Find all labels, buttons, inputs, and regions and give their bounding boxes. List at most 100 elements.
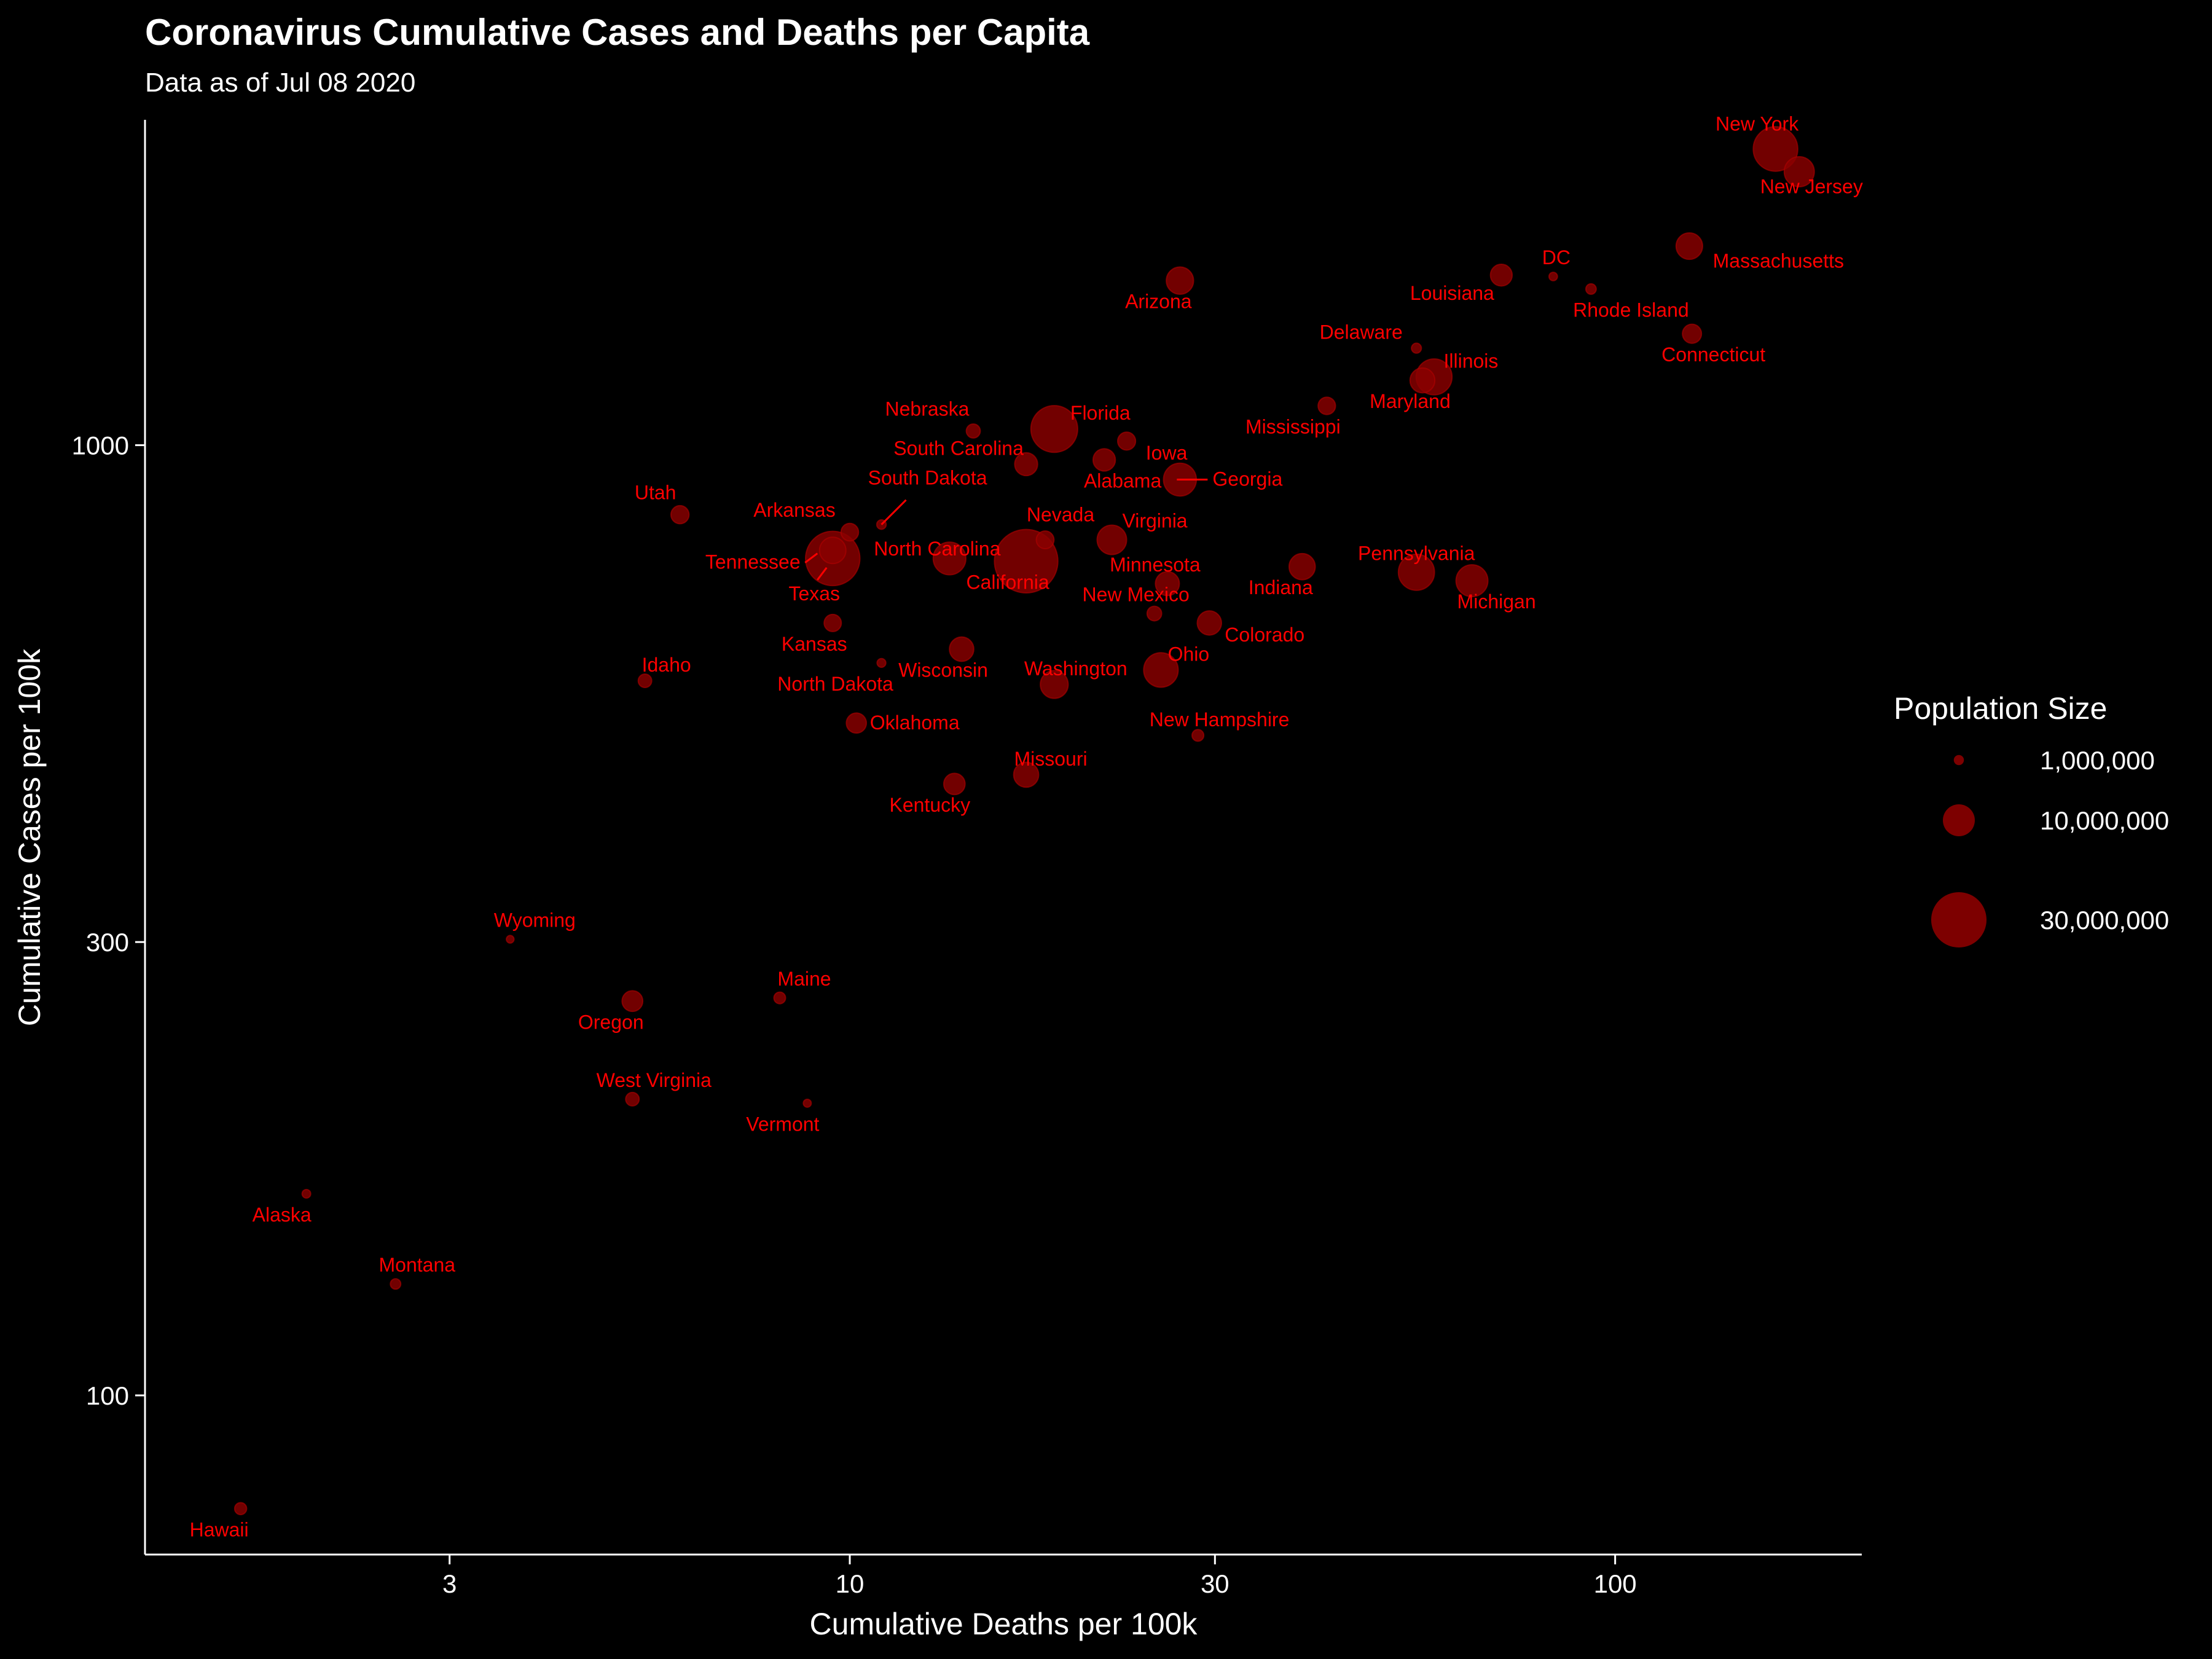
point-west-virginia	[625, 1091, 640, 1107]
point-arizona	[1166, 266, 1194, 295]
label-kentucky: Kentucky	[889, 794, 970, 816]
label-oregon: Oregon	[578, 1011, 644, 1033]
label-tennessee: Tennessee	[705, 551, 801, 573]
label-dc: DC	[1542, 246, 1571, 269]
label-virginia: Virginia	[1122, 510, 1187, 532]
label-california: California	[966, 571, 1049, 593]
legend-symbol	[1931, 892, 1987, 948]
label-texas: Texas	[788, 582, 840, 605]
legend-label: 1,000,000	[2040, 746, 2155, 775]
label-ohio: Ohio	[1168, 643, 1210, 665]
label-new-hampshire: New Hampshire	[1150, 708, 1290, 731]
point-north-dakota	[876, 657, 887, 669]
point-maryland	[1409, 367, 1436, 394]
point-minnesota	[1155, 571, 1180, 597]
point-vermont	[802, 1098, 812, 1108]
label-alaska: Alaska	[253, 1204, 312, 1226]
point-pennsylvania	[1397, 553, 1435, 591]
data-labels: New York New Jersey Massachusetts DC Louisia…	[190, 112, 1863, 1540]
label-nevada: Nevada	[1027, 504, 1095, 526]
label-rhode-island: Rhode Island	[1573, 299, 1689, 321]
label-missouri: Missouri	[1014, 748, 1087, 770]
label-leader-line	[804, 552, 818, 563]
label-indiana: Indiana	[1249, 576, 1313, 598]
point-kansas	[823, 613, 842, 632]
label-florida: Florida	[1070, 402, 1131, 424]
legend-label: 30,000,000	[2040, 906, 2169, 935]
point-missouri	[1013, 761, 1040, 788]
point-connecticut	[1682, 323, 1703, 344]
point-alaska	[301, 1188, 312, 1199]
x-axis-title: Cumulative Deaths per 100k	[810, 1607, 1198, 1641]
point-montana	[390, 1278, 402, 1290]
point-alabama	[1092, 448, 1116, 472]
point-maine	[773, 991, 786, 1005]
point-washington	[1040, 670, 1069, 699]
label-colorado: Colorado	[1225, 624, 1304, 646]
label-louisiana: Louisiana	[1410, 282, 1494, 304]
point-colorado	[1196, 610, 1222, 636]
label-north-dakota: North Dakota	[777, 673, 893, 695]
point-kentucky	[943, 772, 966, 796]
label-hawaii: Hawaii	[190, 1518, 249, 1540]
label-oklahoma: Oklahoma	[870, 712, 960, 734]
point-michigan	[1455, 564, 1489, 598]
label-iowa: Iowa	[1146, 442, 1188, 464]
y-tick-label: 300	[86, 928, 129, 957]
label-leader-line	[817, 567, 828, 581]
label-massachusetts: Massachusetts	[1713, 250, 1844, 272]
label-delaware: Delaware	[1320, 321, 1403, 343]
label-georgia: Georgia	[1212, 468, 1282, 490]
point-new-york	[1752, 126, 1798, 172]
x-tick-label: 100	[1594, 1569, 1637, 1598]
x-tick-label: 3	[442, 1569, 457, 1598]
label-connecticut: Connecticut	[1661, 343, 1765, 366]
point-dc	[1548, 272, 1558, 281]
point-wyoming	[506, 935, 515, 944]
point-iowa	[1116, 431, 1137, 451]
point-hawaii	[233, 1502, 248, 1516]
point-nevada	[1035, 530, 1055, 550]
point-delaware	[1411, 342, 1422, 354]
point-indiana	[1288, 552, 1316, 581]
axes	[144, 120, 1862, 1556]
data-points	[233, 126, 1815, 1516]
point-florida	[1030, 405, 1078, 453]
point-virginia	[1096, 524, 1128, 555]
label-washington: Washington	[1024, 657, 1128, 680]
chart-subtitle: Data as of Jul 08 2020	[145, 68, 416, 98]
point-rhode-island	[1585, 283, 1597, 295]
label-new-york: New York	[1716, 112, 1799, 135]
label-south-carolina: South Carolina	[893, 437, 1024, 459]
legend-label: 10,000,000	[2040, 806, 2169, 835]
point-mississippi	[1317, 396, 1336, 415]
label-mississippi: Mississippi	[1245, 416, 1341, 438]
chart-title: Coronavirus Cumulative Cases and Deaths …	[145, 12, 1090, 53]
label-kansas: Kansas	[782, 633, 847, 655]
label-minnesota: Minnesota	[1110, 554, 1201, 576]
label-new-mexico: New Mexico	[1083, 584, 1190, 606]
label-new-jersey: New Jersey	[1760, 175, 1863, 197]
label-utah: Utah	[635, 482, 677, 504]
point-south-carolina	[1014, 452, 1038, 477]
label-leaders	[804, 479, 1208, 581]
label-arizona: Arizona	[1125, 291, 1192, 313]
legend-symbol	[1943, 804, 1975, 836]
point-nebraska	[965, 423, 981, 439]
point-new-jersey	[1783, 155, 1815, 187]
y-tick-label: 1000	[72, 431, 129, 460]
point-arkansas	[840, 522, 860, 542]
ticks: 3 10 30 100 100 300 1000	[72, 431, 1637, 1598]
point-tennessee	[818, 536, 847, 565]
label-maine: Maine	[777, 968, 831, 990]
point-oklahoma	[845, 712, 868, 734]
y-axis-title: Cumulative Cases per 100k	[12, 648, 47, 1026]
y-tick-label: 100	[86, 1381, 129, 1410]
label-pennsylvania: Pennsylvania	[1358, 542, 1475, 564]
point-wisconsin	[949, 636, 975, 662]
label-west-virginia: West Virginia	[597, 1069, 712, 1091]
legend: Population Size 1,000,000 10,000,000 30,00…	[1894, 691, 2169, 948]
label-wisconsin: Wisconsin	[898, 659, 988, 681]
label-maryland: Maryland	[1370, 390, 1451, 412]
